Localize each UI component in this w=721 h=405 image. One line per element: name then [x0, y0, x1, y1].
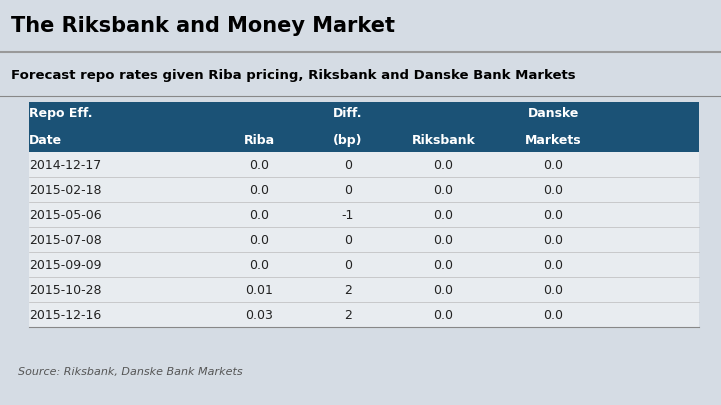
Text: 0.0: 0.0 — [433, 233, 454, 246]
Text: 0.0: 0.0 — [544, 258, 563, 271]
Text: 0.0: 0.0 — [249, 258, 270, 271]
FancyBboxPatch shape — [29, 252, 699, 277]
Text: Danske: Danske — [528, 107, 579, 120]
FancyBboxPatch shape — [29, 303, 699, 327]
Text: Diff.: Diff. — [333, 107, 363, 120]
Text: 2015-05-06: 2015-05-06 — [29, 209, 102, 222]
Text: 0.0: 0.0 — [249, 158, 270, 171]
Text: 0.03: 0.03 — [246, 309, 273, 322]
Text: Date: Date — [29, 133, 62, 146]
Text: 2015-02-18: 2015-02-18 — [29, 183, 102, 196]
FancyBboxPatch shape — [29, 227, 699, 252]
Text: Riksbank: Riksbank — [412, 133, 475, 146]
Text: 0.0: 0.0 — [433, 158, 454, 171]
Text: 0.0: 0.0 — [544, 284, 563, 296]
Text: 2014-12-17: 2014-12-17 — [29, 158, 101, 171]
FancyBboxPatch shape — [29, 177, 699, 202]
Text: 0.0: 0.0 — [249, 183, 270, 196]
Text: 0.0: 0.0 — [544, 233, 563, 246]
Text: 0: 0 — [344, 258, 352, 271]
Text: 0.0: 0.0 — [433, 309, 454, 322]
Text: 2015-12-16: 2015-12-16 — [29, 309, 101, 322]
Text: 0.0: 0.0 — [544, 309, 563, 322]
Text: 2015-07-08: 2015-07-08 — [29, 233, 102, 246]
Text: 2015-09-09: 2015-09-09 — [29, 258, 102, 271]
Text: 0.0: 0.0 — [433, 284, 454, 296]
Text: 0.0: 0.0 — [249, 209, 270, 222]
Text: Forecast repo rates given Riba pricing, Riksbank and Danske Bank Markets: Forecast repo rates given Riba pricing, … — [11, 68, 575, 81]
Text: 0.01: 0.01 — [246, 284, 273, 296]
Text: 0.0: 0.0 — [544, 158, 563, 171]
Text: 2: 2 — [344, 309, 352, 322]
Text: 0: 0 — [344, 183, 352, 196]
Text: Riba: Riba — [244, 133, 275, 146]
FancyBboxPatch shape — [29, 277, 699, 303]
Text: Markets: Markets — [525, 133, 582, 146]
Text: 0.0: 0.0 — [544, 183, 563, 196]
FancyBboxPatch shape — [29, 152, 699, 177]
Text: 0.0: 0.0 — [249, 233, 270, 246]
FancyBboxPatch shape — [29, 202, 699, 227]
Text: The Riksbank and Money Market: The Riksbank and Money Market — [11, 16, 395, 36]
Text: 0.0: 0.0 — [433, 183, 454, 196]
Text: 2: 2 — [344, 284, 352, 296]
Text: 2015-10-28: 2015-10-28 — [29, 284, 102, 296]
Text: Repo Eff.: Repo Eff. — [29, 107, 92, 120]
Text: 0.0: 0.0 — [433, 258, 454, 271]
Text: 0.0: 0.0 — [433, 209, 454, 222]
Text: (bp): (bp) — [333, 133, 363, 146]
FancyBboxPatch shape — [29, 102, 699, 152]
Text: 0: 0 — [344, 233, 352, 246]
Text: -1: -1 — [342, 209, 354, 222]
Text: 0.0: 0.0 — [544, 209, 563, 222]
Text: 0: 0 — [344, 158, 352, 171]
Text: Source: Riksbank, Danske Bank Markets: Source: Riksbank, Danske Bank Markets — [18, 366, 243, 376]
